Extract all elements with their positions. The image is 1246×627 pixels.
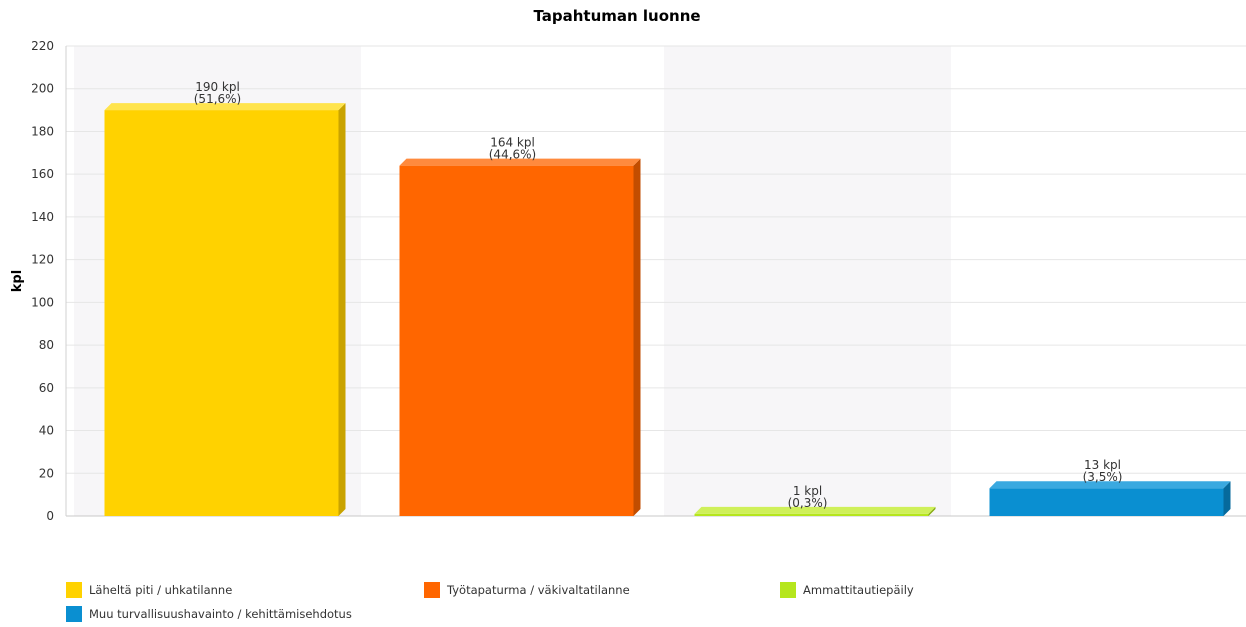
- legend-item-tyotapaturma[interactable]: Työtapaturma / väkivaltatilanne: [424, 582, 630, 598]
- bar-side: [1223, 481, 1231, 516]
- bar-front: [399, 165, 634, 517]
- legend-swatch: [780, 582, 796, 598]
- legend-label: Työtapaturma / väkivaltatilanne: [447, 583, 630, 597]
- bar-side: [338, 103, 346, 516]
- bar-chart: 0 20 40 60 80 100 120 140 160 180 200 220 190 kpl(5…: [10, 7, 1246, 523]
- y-axis-label: kpl: [10, 270, 25, 292]
- legend-label: Läheltä piti / uhkatilanne: [89, 583, 233, 597]
- legend-item-muu-turvallisuushavainto[interactable]: Muu turvallisuushavainto / kehittämisehd…: [66, 606, 352, 622]
- bar-3: [694, 506, 936, 516]
- y-tick-label: 0: [46, 509, 54, 523]
- y-tick-label: 100: [31, 295, 54, 309]
- data-label-percent: (0,3%): [788, 496, 828, 510]
- bar-1: [104, 103, 346, 516]
- y-tick-label: 80: [39, 338, 54, 352]
- bar-top: [989, 481, 1231, 489]
- bar-side: [633, 158, 641, 517]
- legend-swatch: [424, 582, 440, 598]
- y-tick-label: 60: [39, 381, 54, 395]
- data-label-value: 164 kpl: [490, 136, 535, 150]
- data-label-percent: (51,6%): [194, 92, 241, 106]
- bar-top: [104, 103, 346, 111]
- bar-front: [989, 488, 1224, 516]
- y-tick-label: 180: [31, 124, 54, 138]
- data-labels: 190 kpl(51,6%) 164 kpl(44,6%) 1 kpl(0,3%) 1…: [194, 80, 1123, 510]
- data-label-percent: (44,6%): [489, 148, 536, 162]
- bar-front: [694, 513, 929, 516]
- bar-4: [989, 481, 1231, 516]
- data-label-percent: (3,5%): [1083, 470, 1123, 484]
- bar-2: [399, 158, 641, 517]
- legend-item-lahelta-piti[interactable]: Läheltä piti / uhkatilanne: [66, 582, 232, 598]
- data-label-value: 190 kpl: [195, 80, 240, 94]
- y-tick-label: 40: [39, 424, 54, 438]
- legend-swatch: [66, 582, 82, 598]
- y-tick-label: 120: [31, 253, 54, 267]
- legend-label: Ammattitautiepäily: [803, 583, 914, 597]
- bar-top: [694, 506, 936, 514]
- y-tick-label: 200: [31, 82, 54, 96]
- bars: [104, 103, 1231, 517]
- bar-side: [928, 506, 936, 516]
- y-axis-ticks: 0 20 40 60 80 100 120 140 160 180 200 220: [31, 39, 54, 523]
- legend-label: Muu turvallisuushavainto / kehittämisehd…: [89, 607, 352, 621]
- bar-top: [399, 158, 641, 166]
- y-tick-label: 220: [31, 39, 54, 53]
- y-tick-label: 160: [31, 167, 54, 181]
- plot-band: [664, 46, 951, 516]
- y-tick-label: 140: [31, 210, 54, 224]
- data-label-value: 1 kpl: [793, 484, 822, 498]
- y-tick-label: 20: [39, 466, 54, 480]
- legend-item-ammattitautiepaily[interactable]: Ammattitautiepäily: [780, 582, 914, 598]
- legend-swatch: [66, 606, 82, 622]
- chart-title: Tapahtuman luonne: [533, 7, 700, 25]
- bar-front: [104, 110, 339, 516]
- data-label-value: 13 kpl: [1084, 458, 1121, 472]
